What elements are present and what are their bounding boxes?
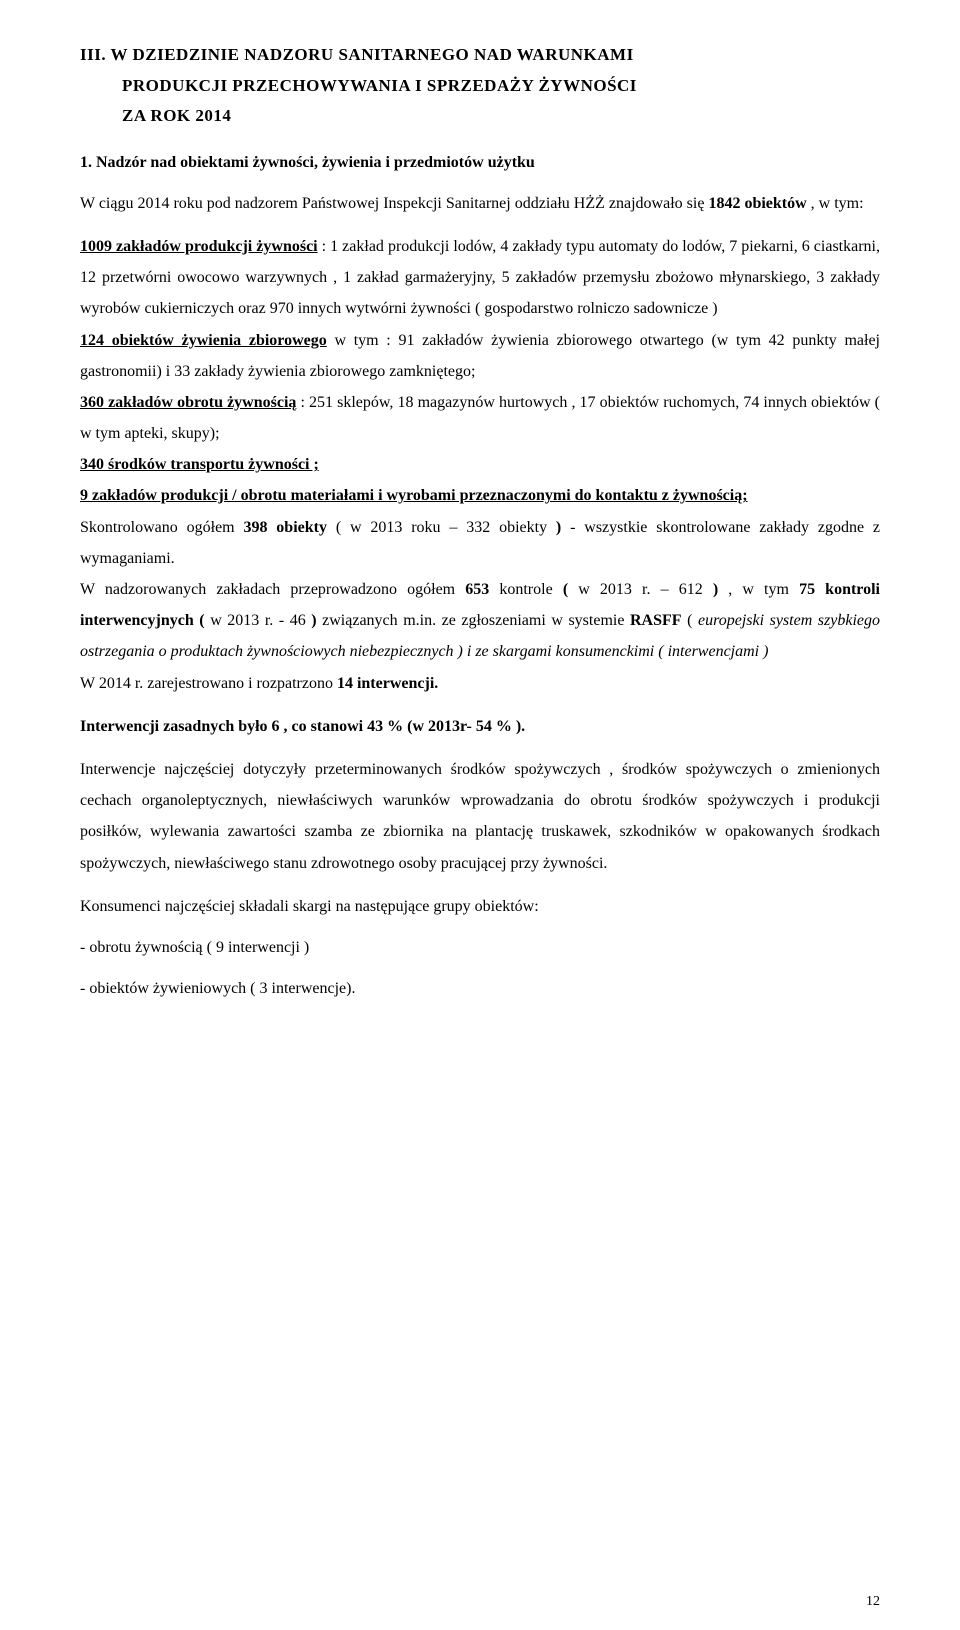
text: W ciągu 2014 roku pod nadzorem Państwowe… [80, 195, 708, 212]
heading-line-1: III. W DZIEDZINIE NADZORU SANITARNEGO NA… [80, 40, 880, 71]
label-underline: 360 zakładów obrotu żywnością [80, 394, 296, 411]
paragraph-interwencje-desc: Interwencje najczęściej dotyczyły przete… [80, 754, 880, 879]
paragraph-zywienia-zbiorowego: 124 obiektów żywienia zbiorowego w tym :… [80, 325, 880, 387]
text: Skontrolowano ogółem [80, 519, 243, 536]
paragraph-skontrolowano: Skontrolowano ogółem 398 obiekty ( w 201… [80, 512, 880, 574]
label-underline: 9 zakładów produkcji / obrotu materiałam… [80, 487, 748, 504]
paragraph-skargi-intro: Konsumenci najczęściej składali skargi n… [80, 891, 880, 922]
text: w 2013 r. - 46 [205, 612, 312, 629]
paragraph-zaklady-produkcji: 1009 zakładów produkcji żywności : 1 zak… [80, 231, 880, 325]
paragraph-materialy: 9 zakładów produkcji / obrotu materiałam… [80, 480, 880, 511]
paragraph-transport: 340 środków transportu żywności ; [80, 449, 880, 480]
emphasis: 653 [465, 581, 489, 598]
text: W nadzorowanych zakładach przeprowadzono… [80, 581, 465, 598]
label-underline: 1009 zakładów produkcji żywności [80, 238, 318, 255]
page-number: 12 [866, 1594, 880, 1610]
text: , w tym: [807, 195, 864, 212]
emphasis: 398 obiekty [243, 519, 327, 536]
emphasis: 14 interwencji. [337, 675, 438, 692]
list-item: - obiektów żywieniowych ( 3 interwencje)… [80, 973, 880, 1004]
paragraph-intro: W ciągu 2014 roku pod nadzorem Państwowe… [80, 188, 880, 219]
heading-line-3: ZA ROK 2014 [80, 101, 880, 132]
heading-line-2: PRODUKCJI PRZECHOWYWANIA I SPRZEDAŻY ŻYW… [80, 71, 880, 102]
text: , w tym [718, 581, 799, 598]
text: ( w 2013 roku – 332 obiekty [327, 519, 556, 536]
emphasis: RASFF [630, 612, 682, 629]
text: ( [682, 612, 698, 629]
label-underline: 124 obiektów żywienia zbiorowego [80, 332, 327, 349]
text: związanych m.in. ze zgłoszeniami w syste… [317, 612, 630, 629]
paragraph-obrotu-zywnoscia: 360 zakładów obrotu żywnością : 251 skle… [80, 387, 880, 449]
document-page: III. W DZIEDZINIE NADZORU SANITARNEGO NA… [0, 0, 960, 1630]
subsection-heading: 1. Nadzór nad obiektami żywności, żywien… [80, 154, 880, 172]
text: W 2014 r. zarejestrowano i rozpatrzono [80, 675, 337, 692]
paragraph-kontrole: W nadzorowanych zakładach przeprowadzono… [80, 574, 880, 668]
list-item: - obrotu żywnością ( 9 interwencji ) [80, 932, 880, 963]
text: w 2013 r. – 612 [568, 581, 713, 598]
count-total: 1842 obiektów [708, 195, 806, 212]
label-underline: 340 środków transportu żywności ; [80, 456, 319, 473]
paragraph-interwencje-zasadne: Interwencji zasadnych było 6 , co stanow… [80, 711, 880, 742]
text: kontrole [489, 581, 563, 598]
section-heading: III. W DZIEDZINIE NADZORU SANITARNEGO NA… [80, 40, 880, 132]
paragraph-interwencje-count: W 2014 r. zarejestrowano i rozpatrzono 1… [80, 668, 880, 699]
